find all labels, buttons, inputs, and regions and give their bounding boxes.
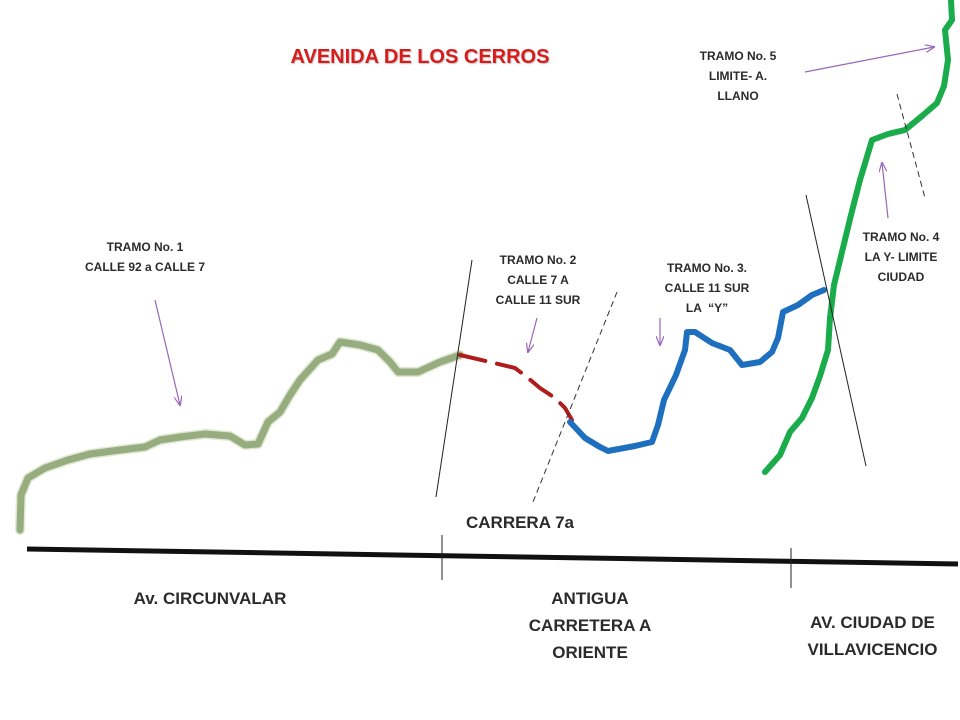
tramo-5-desc-2: LLANO bbox=[717, 89, 759, 103]
tramo-3-desc-2: LA “Y” bbox=[685, 301, 729, 315]
arrow-tramo-2 bbox=[528, 317, 538, 352]
tramo-2-path bbox=[458, 353, 574, 422]
arrow-tramo-4 bbox=[882, 163, 889, 219]
tramo-4-name: TRAMO No. 4 bbox=[862, 230, 940, 244]
tramo-1-desc: CALLE 92 a CALLE 7 bbox=[84, 260, 206, 274]
boundary-line-3 bbox=[805, 194, 867, 467]
tramo-2-label: TRAMO No. 2 CALLE 7 A CALLE 11 SUR bbox=[470, 250, 606, 310]
ciudad-line-2: VILLAVICENCIO bbox=[807, 640, 938, 659]
tramo-1-name: TRAMO No. 1 bbox=[106, 240, 184, 254]
baseline-road bbox=[26, 546, 959, 567]
boundary-line-1 bbox=[435, 259, 473, 498]
arrow-tramo-5 bbox=[804, 47, 934, 73]
carrera-7a-label: CARRERA 7a bbox=[465, 513, 574, 532]
tramo-5-name: TRAMO No. 5 bbox=[699, 49, 777, 63]
diagram-title: AVENIDA DE LOS CERROS bbox=[290, 46, 550, 68]
tramo-1-path-core bbox=[16, 338, 464, 534]
tramo-3-label: TRAMO No. 3. CALLE 11 SUR LA “Y” bbox=[640, 258, 774, 318]
tramo-3-desc-1: CALLE 11 SUR bbox=[664, 281, 750, 295]
av-circunvalar-label: Av. CIRCUNVALAR bbox=[133, 589, 287, 608]
tramo-2-desc-1: CALLE 7 A bbox=[507, 273, 569, 287]
antigua-line-1: ANTIGUA bbox=[551, 589, 629, 608]
tramo-2-desc-2: CALLE 11 SUR bbox=[495, 293, 581, 307]
tramo-3-name: TRAMO No. 3. bbox=[667, 261, 747, 275]
tramo-4-desc-2: CIUDAD bbox=[877, 270, 925, 284]
antigua-line-3: ORIENTE bbox=[552, 643, 628, 662]
av-ciudad-villavicencio-label: AV. CIUDAD DE VILLAVICENCIO bbox=[785, 609, 960, 663]
tramo-5-label: TRAMO No. 5 LIMITE- A. LLANO bbox=[670, 46, 806, 106]
tramo-1-label: TRAMO No. 1 CALLE 92 a CALLE 7 bbox=[50, 237, 240, 277]
tramo-4-desc-1: LA Y- LIMITE bbox=[864, 250, 938, 264]
antigua-line-2: CARRETERA A bbox=[528, 616, 652, 635]
antigua-carretera-label: ANTIGUA CARRETERA A ORIENTE bbox=[470, 585, 710, 666]
tramo-3-path bbox=[567, 287, 827, 454]
tramo-5-desc-1: LIMITE- A. bbox=[708, 69, 768, 83]
tramo-4-label: TRAMO No. 4 LA Y- LIMITE CIUDAD bbox=[842, 227, 960, 287]
boundary-line-4 bbox=[896, 93, 926, 199]
boundary-line-2 bbox=[532, 291, 618, 503]
tramo-2-name: TRAMO No. 2 bbox=[499, 253, 577, 267]
tramo-4-5-path bbox=[762, 0, 955, 475]
arrow-tramo-1 bbox=[154, 299, 180, 405]
ciudad-line-1: AV. CIUDAD DE bbox=[810, 613, 935, 632]
